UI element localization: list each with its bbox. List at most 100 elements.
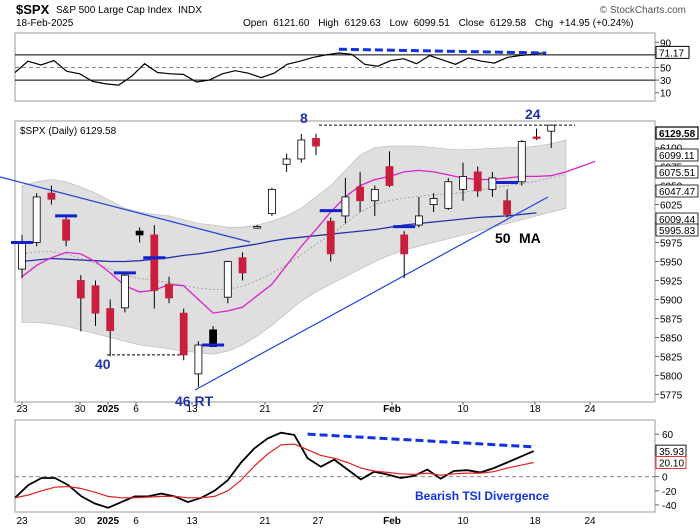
x-tick-label: 2025 xyxy=(97,516,120,527)
price-value-box xyxy=(655,184,699,198)
price-layer: 5775580058255850587559005925595059756000… xyxy=(0,124,699,401)
x-tick-label: 23 xyxy=(16,516,28,527)
candle xyxy=(179,312,188,356)
x-tick-label: 18 xyxy=(529,516,541,527)
price-value-label: 6009.44 xyxy=(659,215,696,226)
rsi-divergence-line xyxy=(338,47,547,55)
candle xyxy=(547,124,556,132)
price-tick-label: 5775 xyxy=(660,390,683,401)
candle xyxy=(385,166,394,186)
rsi-value-label: 71.17 xyxy=(659,48,684,59)
candle xyxy=(370,188,379,202)
candle xyxy=(32,196,41,243)
candle xyxy=(209,329,218,347)
date-label: 18-Feb-2025 xyxy=(16,18,74,29)
candle xyxy=(326,220,335,255)
x-tick-label: Feb xyxy=(383,404,401,415)
annotation-46rt: 46 RT xyxy=(175,393,214,409)
tsi-value-box xyxy=(655,456,687,469)
candle xyxy=(238,257,247,274)
tsi-tick-label: -40 xyxy=(662,501,677,512)
x-tick-label: 6 xyxy=(133,516,139,527)
candle xyxy=(297,139,306,160)
chg-label: Chg xyxy=(535,18,553,29)
price-value-box xyxy=(655,165,699,179)
annotation-50: 50 xyxy=(495,230,511,246)
x-tick-label: 6 xyxy=(133,404,139,415)
candle xyxy=(223,261,232,298)
rsi-tick-label: 90 xyxy=(660,38,672,49)
ma-50-line xyxy=(21,212,537,263)
candle xyxy=(414,215,423,226)
x-tick-label: 21 xyxy=(259,404,271,415)
rsi-tick-label: 10 xyxy=(660,89,672,100)
price-tick-label: 5925 xyxy=(660,276,683,287)
tsi-tick-label: 60 xyxy=(662,430,674,441)
x-tick-label: 10 xyxy=(457,516,469,527)
candle xyxy=(150,234,159,291)
x-tick-label: 2025 xyxy=(97,404,120,415)
candle xyxy=(444,181,453,209)
high-value: 6129.63 xyxy=(345,18,382,29)
uptrend-line xyxy=(194,196,549,391)
tsi-divergence-line xyxy=(307,432,534,449)
tsi-tick-label: -20 xyxy=(662,487,677,498)
x-tick-label: 30 xyxy=(74,404,86,415)
price-tick-label: 5825 xyxy=(660,352,683,363)
rsi-value-box xyxy=(655,45,690,59)
open-label: Open xyxy=(243,18,267,29)
rsi-tick-label: 50 xyxy=(660,64,672,75)
candle xyxy=(106,308,115,332)
tsi-divergence-label: Bearish TSI Divergence xyxy=(415,489,549,503)
candle xyxy=(135,230,144,236)
candle xyxy=(429,198,438,205)
chg-value: +14.95 (+0.24%) xyxy=(559,18,634,29)
price-value-box xyxy=(655,148,699,162)
ma-short-line xyxy=(21,160,596,314)
tsi-tick-label: 0 xyxy=(662,473,668,484)
x-tick-label: 13 xyxy=(186,516,198,527)
candle xyxy=(76,280,85,299)
price-tick-label: 6025 xyxy=(660,201,683,212)
candle xyxy=(341,196,350,217)
x-tick-label: 10 xyxy=(457,404,469,415)
rsi-line xyxy=(14,51,547,86)
price-value-label: 5995.83 xyxy=(659,226,696,237)
candle xyxy=(18,242,26,270)
candle xyxy=(473,171,482,192)
x-tick-label: 18 xyxy=(529,404,541,415)
x-tick-label: 27 xyxy=(312,516,324,527)
price-value-label: 6129.58 xyxy=(659,129,696,140)
rsi-tick-label: 30 xyxy=(660,76,672,87)
symbol-title: $SPX xyxy=(16,2,50,17)
x-tick-label: 30 xyxy=(74,516,86,527)
tsi-value-label: 20.10 xyxy=(659,458,684,469)
candle xyxy=(400,234,409,255)
candle xyxy=(165,283,173,299)
candle xyxy=(253,226,262,229)
price-value-label: 6075.51 xyxy=(659,168,696,179)
bollinger-midline xyxy=(21,173,567,291)
candle xyxy=(62,219,70,241)
x-tick-label: 27 xyxy=(312,404,324,415)
exchange-label: INDX xyxy=(178,5,202,16)
bollinger-band xyxy=(21,139,567,355)
candle xyxy=(356,186,365,202)
high-label: High xyxy=(318,18,339,29)
candle xyxy=(267,188,276,215)
candle xyxy=(503,200,512,215)
annotation-8: 8 xyxy=(300,110,308,126)
price-tick-label: 5975 xyxy=(660,239,683,250)
price-tick-label: 5875 xyxy=(660,314,683,325)
candle xyxy=(517,141,526,183)
low-value: 6099.51 xyxy=(414,18,451,29)
price-value-label: 6099.11 xyxy=(659,151,695,162)
axes-layer: 23 23 30 30 2025 2025 6 6 13 13 21 21 27 27 Feb Feb 10 10… xyxy=(16,402,596,527)
price-value-label: 6047.47 xyxy=(659,187,696,198)
price-value-box xyxy=(655,223,699,237)
low-label: Low xyxy=(389,18,408,29)
price-tick-label: 5900 xyxy=(660,295,683,306)
annotation-24: 24 xyxy=(525,106,541,122)
